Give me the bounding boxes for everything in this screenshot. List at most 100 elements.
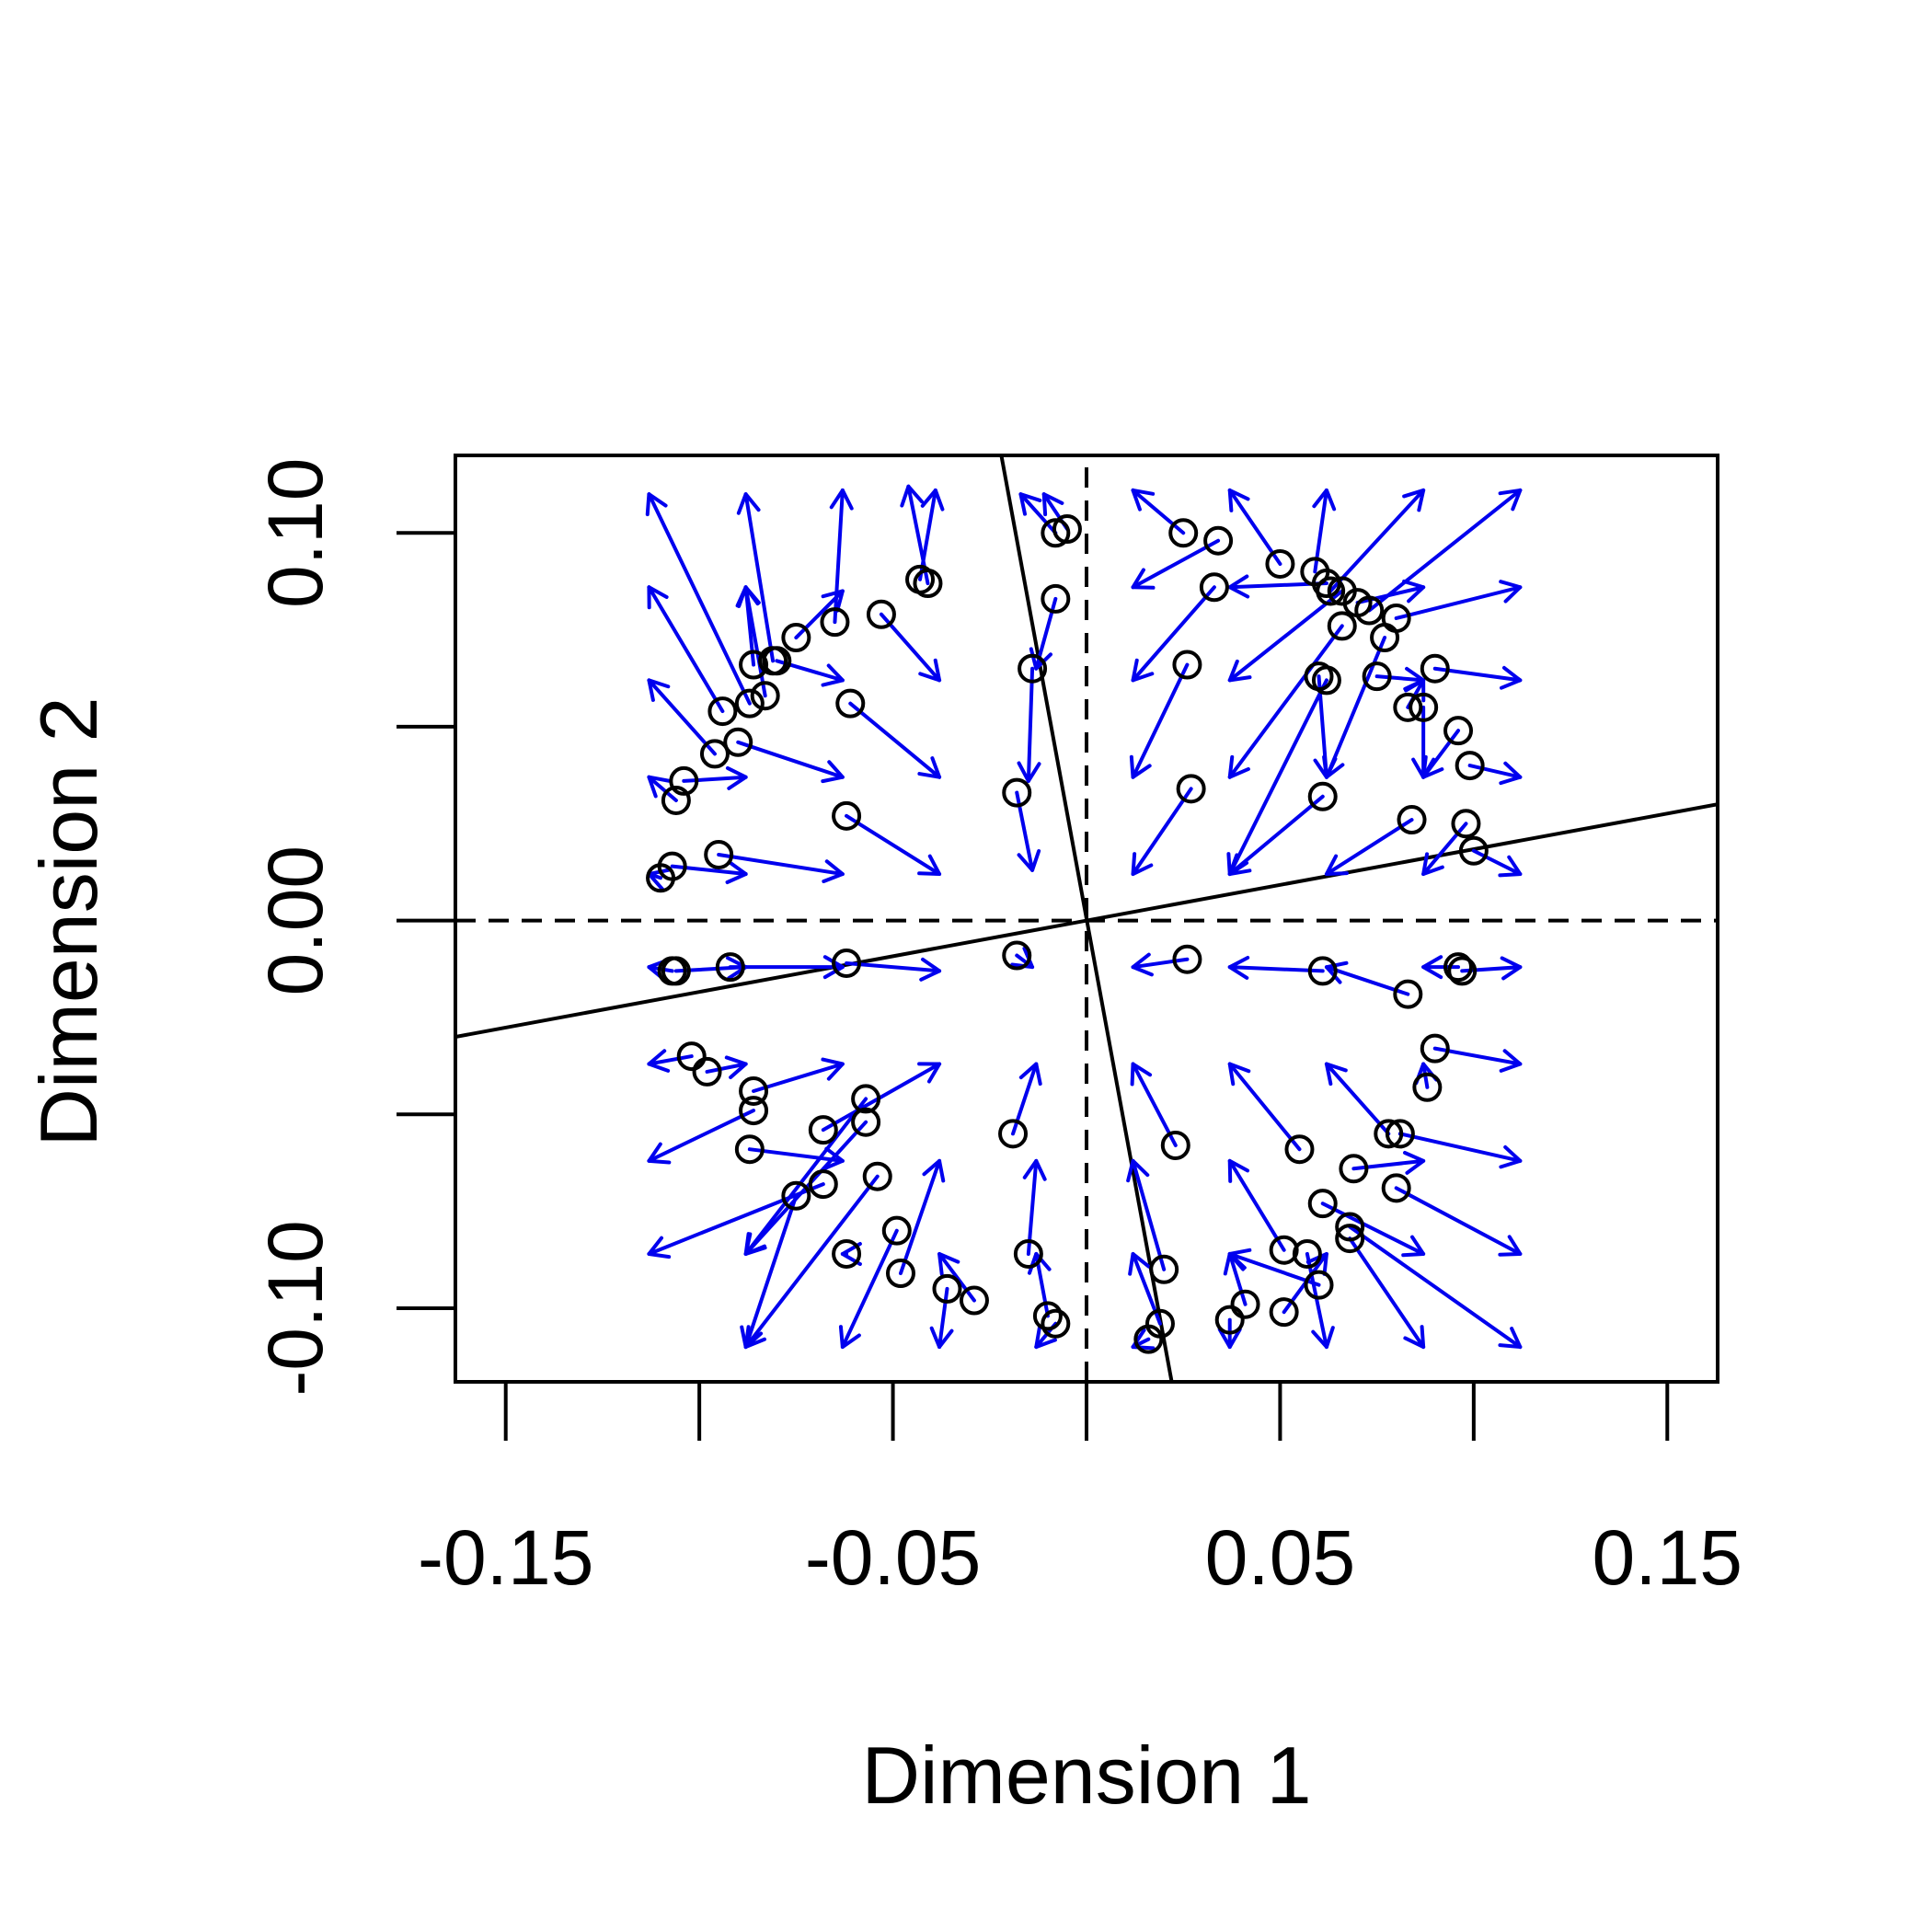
data-point-29 bbox=[1002, 940, 1032, 971]
data-point-46 bbox=[998, 1119, 1029, 1149]
data-point-40 bbox=[862, 1161, 892, 1191]
data-point-28 bbox=[832, 948, 862, 978]
arrow-43 bbox=[898, 1158, 946, 1276]
arrow-17 bbox=[647, 678, 717, 756]
x-tick-label: -0.15 bbox=[418, 1514, 593, 1601]
data-point-93 bbox=[1269, 1235, 1299, 1265]
arrow-series bbox=[645, 484, 1523, 1351]
data-point-12 bbox=[739, 650, 769, 680]
arrow-60 bbox=[1227, 624, 1344, 779]
arrow-20 bbox=[848, 701, 942, 779]
data-point-63 bbox=[1362, 661, 1392, 692]
data-point-15 bbox=[707, 696, 738, 727]
data-point-16 bbox=[723, 727, 753, 757]
arrow-70 bbox=[1129, 662, 1190, 779]
arrow-13 bbox=[737, 585, 767, 698]
arrow-57 bbox=[1227, 589, 1344, 683]
data-point-101 bbox=[1160, 1130, 1190, 1160]
arrow-1 bbox=[1018, 492, 1058, 535]
data-point-98 bbox=[1149, 1254, 1179, 1284]
x-axis-label: Dimension 1 bbox=[861, 1730, 1311, 1821]
arrow-28 bbox=[845, 957, 942, 982]
data-point-85 bbox=[1374, 1119, 1404, 1149]
data-point-33 bbox=[739, 1096, 769, 1126]
arrow-75 bbox=[1471, 848, 1523, 878]
arrow-29 bbox=[1010, 946, 1035, 970]
arrow-52 bbox=[1131, 585, 1216, 683]
data-point-82 bbox=[1420, 1033, 1450, 1064]
arrow-27 bbox=[728, 955, 845, 980]
arrow-16 bbox=[736, 740, 845, 784]
arrow-84 bbox=[1397, 1132, 1523, 1169]
data-point-94 bbox=[1304, 1270, 1334, 1300]
data-point-70 bbox=[1172, 650, 1202, 680]
reference-lines bbox=[455, 455, 1718, 1382]
arrow-22 bbox=[717, 852, 845, 883]
arrow-88 bbox=[1394, 1186, 1523, 1257]
data-point-87 bbox=[1339, 1154, 1369, 1184]
data-point-71 bbox=[1176, 774, 1206, 804]
data-point-96 bbox=[1214, 1305, 1245, 1335]
data-point-24 bbox=[646, 863, 676, 893]
arrow-19 bbox=[647, 775, 678, 802]
arrow-73 bbox=[1324, 818, 1414, 877]
arrow-14 bbox=[645, 492, 752, 706]
data-point-43 bbox=[885, 1259, 915, 1289]
data-point-100 bbox=[1133, 1324, 1164, 1354]
arrow-77 bbox=[1131, 952, 1190, 977]
arrow-51 bbox=[1131, 538, 1221, 590]
data-point-78 bbox=[1307, 956, 1338, 986]
data-point-73 bbox=[1397, 805, 1427, 835]
data-point-3 bbox=[1018, 653, 1048, 684]
data-point-80 bbox=[1443, 952, 1474, 983]
arrow-59 bbox=[1367, 488, 1523, 613]
arrow-69 bbox=[1421, 729, 1461, 779]
data-point-79 bbox=[1393, 979, 1423, 1009]
arrow-98 bbox=[1126, 1158, 1167, 1271]
data-point-35 bbox=[851, 1084, 881, 1114]
data-point-88 bbox=[1381, 1173, 1411, 1203]
data-point-81 bbox=[1447, 956, 1478, 986]
data-point-13 bbox=[750, 681, 780, 711]
data-point-11 bbox=[762, 646, 792, 676]
arrow-37 bbox=[821, 1062, 942, 1133]
arrow-18 bbox=[682, 765, 748, 790]
x-tick-label: 0.15 bbox=[1593, 1514, 1743, 1601]
data-point-72 bbox=[1307, 781, 1338, 811]
data-point-9 bbox=[781, 623, 811, 653]
data-point-7 bbox=[866, 599, 896, 629]
arrow-30 bbox=[647, 1049, 694, 1073]
arrow-72 bbox=[1227, 794, 1325, 877]
arrow-21 bbox=[845, 813, 942, 877]
arrow-78 bbox=[1227, 955, 1325, 980]
arrow-31 bbox=[705, 1055, 748, 1080]
data-point-90 bbox=[1335, 1212, 1365, 1242]
data-point-1 bbox=[1041, 518, 1071, 548]
data-point-17 bbox=[699, 739, 730, 769]
arrow-74 bbox=[1421, 822, 1468, 877]
data-point-4 bbox=[1002, 777, 1032, 808]
y-tick-label: -0.10 bbox=[252, 1220, 339, 1396]
arrow-3 bbox=[1017, 666, 1041, 783]
data-point-74 bbox=[1451, 809, 1481, 839]
arrow-55 bbox=[1227, 574, 1328, 599]
data-point-22 bbox=[704, 839, 734, 869]
arrow-35 bbox=[743, 1097, 868, 1256]
data-point-38 bbox=[808, 1169, 838, 1200]
arrow-62 bbox=[1322, 636, 1387, 779]
y-tick-label: 0.10 bbox=[252, 458, 339, 609]
data-point-91 bbox=[1335, 1224, 1365, 1254]
data-point-59 bbox=[1354, 595, 1385, 626]
data-point-92 bbox=[1292, 1238, 1322, 1269]
data-point-47 bbox=[1013, 1238, 1043, 1269]
data-point-34 bbox=[734, 1134, 765, 1165]
arrow-41 bbox=[840, 1241, 862, 1266]
data-point-68 bbox=[1409, 692, 1439, 722]
arrow-65 bbox=[1226, 678, 1328, 877]
arrow-56 bbox=[1328, 488, 1426, 593]
point-series bbox=[646, 514, 1489, 1354]
arrow-71 bbox=[1131, 787, 1193, 877]
y-axis-label: Dimension 2 bbox=[23, 696, 114, 1146]
arrow-85 bbox=[1324, 1062, 1391, 1136]
data-point-2 bbox=[1041, 583, 1071, 614]
